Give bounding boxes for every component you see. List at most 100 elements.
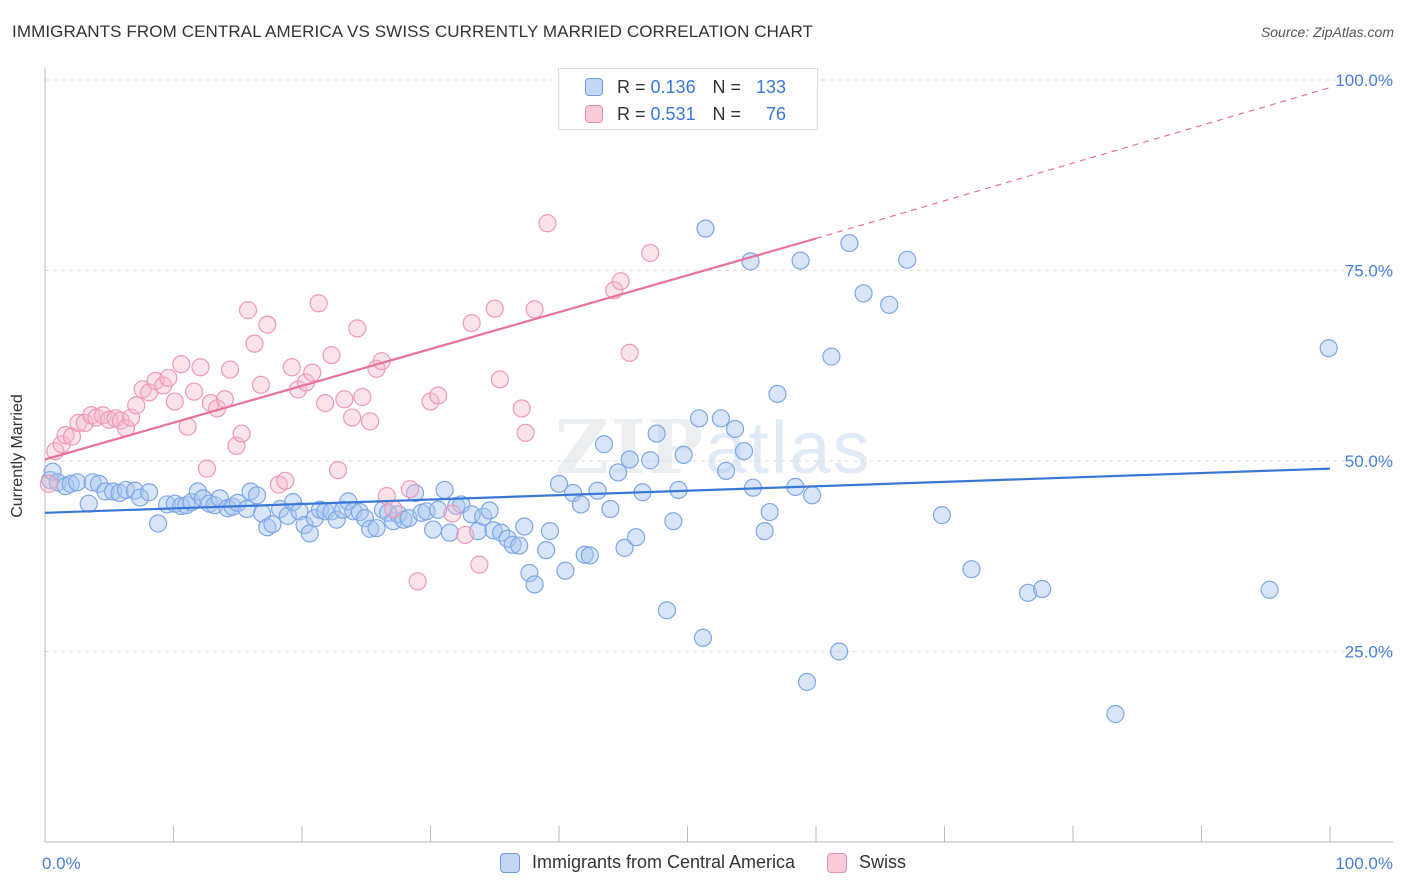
grid-lines xyxy=(45,79,1395,652)
central-america-point xyxy=(674,445,693,465)
legend-item-central-america[interactable]: Immigrants from Central America xyxy=(499,852,796,873)
swiss-point xyxy=(400,480,420,499)
tick-labels: 25.0% 50.0% 75.0% 100.0% 0.0% 100.0% xyxy=(42,71,1393,873)
central-america-point xyxy=(247,486,267,505)
central-america-point xyxy=(462,505,481,524)
swiss-point xyxy=(538,214,557,233)
swiss-point xyxy=(512,399,531,418)
central-america-point xyxy=(580,546,599,565)
central-america-point xyxy=(440,523,459,542)
central-america-point xyxy=(172,496,191,516)
legend-n-label: N = xyxy=(712,103,742,124)
central-america-point xyxy=(278,506,297,525)
central-america-point xyxy=(423,520,443,539)
swiss-point xyxy=(335,390,354,409)
correlation-legend: R = 0.136 N = 133 R = 0.531 N = 76 xyxy=(558,68,818,130)
central-america-point xyxy=(641,451,660,470)
swiss-point xyxy=(384,499,403,519)
central-america-point xyxy=(734,441,754,461)
central-america-point xyxy=(601,499,620,519)
central-america-point xyxy=(327,510,346,529)
swiss-point xyxy=(232,424,251,443)
central-america-point xyxy=(525,575,544,594)
central-america-point xyxy=(177,496,196,515)
source-credit: Source: ZipAtlas.com xyxy=(1260,24,1394,40)
y-tick-label: 25.0% xyxy=(1345,643,1393,662)
swiss-point xyxy=(56,425,75,445)
swiss-point xyxy=(348,319,367,338)
central-america-point xyxy=(791,251,810,270)
central-america-point xyxy=(435,480,454,500)
central-america-point xyxy=(1033,579,1052,599)
central-america-point xyxy=(693,628,713,647)
swiss-point xyxy=(490,370,509,389)
swiss-point xyxy=(172,355,191,374)
central-america-point xyxy=(515,517,534,536)
swiss-point xyxy=(184,382,204,401)
series-swiss-points xyxy=(39,70,732,591)
swiss-point xyxy=(429,386,448,405)
swiss-point xyxy=(159,368,178,388)
central-america-point xyxy=(540,522,560,541)
central-america-point xyxy=(760,502,779,522)
central-america-point xyxy=(755,522,774,541)
central-america-point xyxy=(696,219,715,238)
central-america-point xyxy=(571,495,590,514)
legend-label: Immigrants from Central America xyxy=(531,852,796,872)
central-america-point xyxy=(647,424,666,443)
central-america-point xyxy=(932,506,952,525)
swiss-point xyxy=(525,300,544,319)
swiss-point xyxy=(343,408,362,427)
swiss-trend-extension xyxy=(815,87,1331,240)
central-america-point xyxy=(417,502,436,521)
central-america-point xyxy=(797,672,817,692)
legend-swatch-blue xyxy=(585,78,603,96)
central-america-point xyxy=(1106,704,1125,724)
legend-label: Swiss xyxy=(859,852,907,872)
legend-swatch-blue xyxy=(499,852,520,873)
legend-n-value: 133 xyxy=(756,76,787,97)
central-america-point xyxy=(880,295,899,314)
central-america-point xyxy=(429,500,448,519)
swiss-point xyxy=(620,343,639,362)
central-america-point xyxy=(503,535,522,554)
legend-r-value: 0.136 xyxy=(650,76,696,97)
central-america-point xyxy=(803,486,822,505)
central-america-point xyxy=(575,545,594,564)
swiss-point xyxy=(641,243,660,263)
central-america-point xyxy=(626,528,646,547)
y-tick-label: 75.0% xyxy=(1345,262,1393,281)
central-america-point xyxy=(1319,339,1338,358)
swiss-point xyxy=(75,413,94,432)
swiss-point xyxy=(408,572,427,591)
central-america-point xyxy=(609,463,628,482)
chart-title: IMMIGRANTS FROM CENTRAL AMERICA VS SWISS… xyxy=(12,22,814,41)
central-america-point xyxy=(620,450,639,469)
central-america-point xyxy=(898,250,917,269)
swiss-point xyxy=(258,315,277,334)
swiss-point xyxy=(251,375,270,394)
legend-swatch-pink xyxy=(585,105,603,123)
central-america-point xyxy=(389,505,408,524)
central-america-point xyxy=(89,474,109,493)
central-america-point xyxy=(510,536,529,555)
central-america-point xyxy=(61,474,80,493)
central-america-point xyxy=(1018,583,1038,602)
legend-row-central-america: R = 0.136 N = 133 xyxy=(559,74,786,100)
swiss-point xyxy=(456,525,475,545)
central-america-point xyxy=(96,482,115,501)
watermark-atlas: atlas xyxy=(705,406,872,489)
swiss-point xyxy=(328,461,348,480)
central-america-point xyxy=(290,502,309,521)
swiss-point xyxy=(197,459,217,478)
central-america-point xyxy=(367,518,386,538)
legend-item-swiss[interactable]: Swiss xyxy=(827,852,906,873)
central-america-point xyxy=(182,493,201,512)
swiss-point xyxy=(353,387,372,407)
swiss-point xyxy=(462,313,481,333)
central-america-point xyxy=(361,519,380,538)
swiss-point xyxy=(303,363,322,382)
series-legend: Immigrants from Central America Swiss xyxy=(0,852,1406,873)
y-tick-label: 100.0% xyxy=(1335,71,1393,90)
